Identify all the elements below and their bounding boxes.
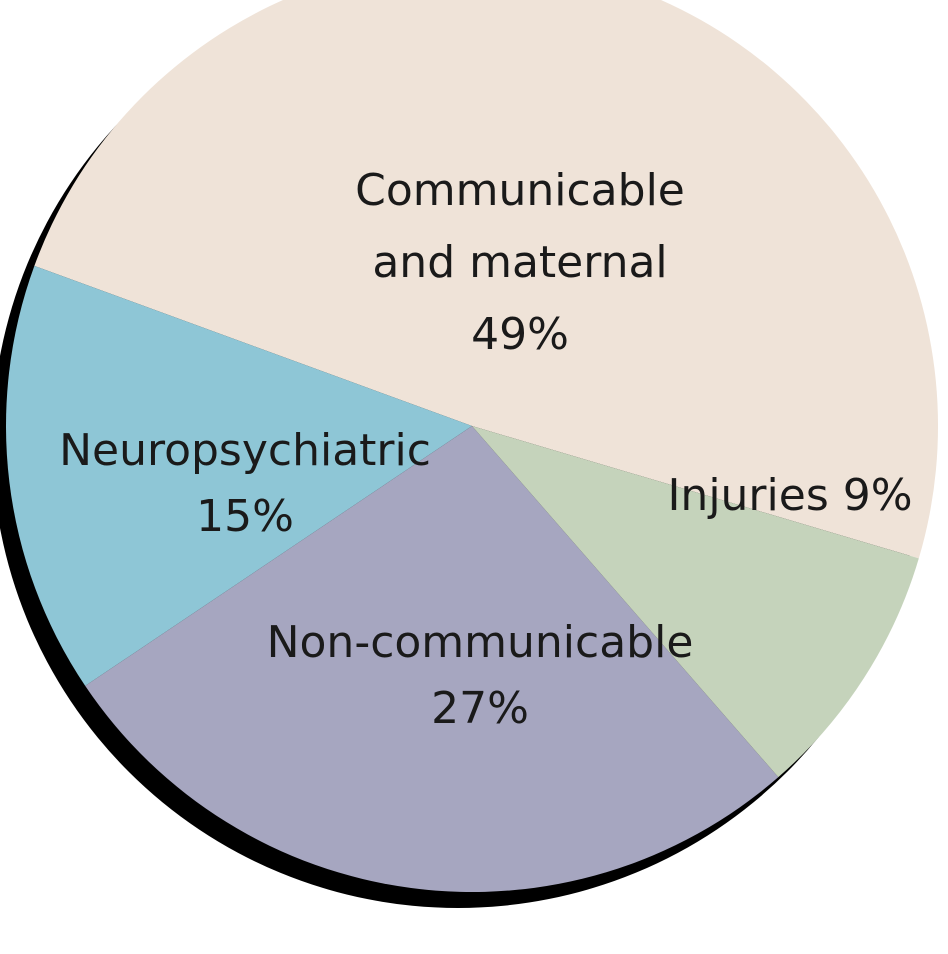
label-non-communicable: Non-communicable 27%: [267, 617, 694, 734]
label-neuropsychiatric: Neuropsychiatric 15%: [59, 425, 431, 542]
label-injuries: Injuries 9%: [667, 470, 912, 521]
label-neuropsychiatric-line-2: 15%: [196, 491, 294, 542]
label-injuries-line-1: Injuries 9%: [667, 470, 912, 521]
label-communicable-maternal-line-1: Communicable: [355, 165, 685, 216]
pie-labels: Communicable and maternal 49% Neuropsychiat…: [59, 165, 912, 734]
slice-injuries: [472, 426, 919, 778]
label-communicable-maternal-line-2: and maternal: [372, 237, 667, 288]
slice-neuropsychiatric: [5, 265, 473, 686]
label-non-communicable-line-2: 27%: [431, 683, 529, 734]
label-neuropsychiatric-line-1: Neuropsychiatric: [59, 425, 431, 476]
label-non-communicable-line-1: Non-communicable: [267, 617, 694, 668]
label-communicable-maternal-line-3: 49%: [471, 309, 569, 360]
slice-communicable-maternal: [34, 0, 938, 559]
pie-slices: [5, 0, 938, 893]
label-communicable-maternal: Communicable and maternal 49%: [355, 165, 685, 360]
slice-non-communicable: [85, 426, 779, 893]
